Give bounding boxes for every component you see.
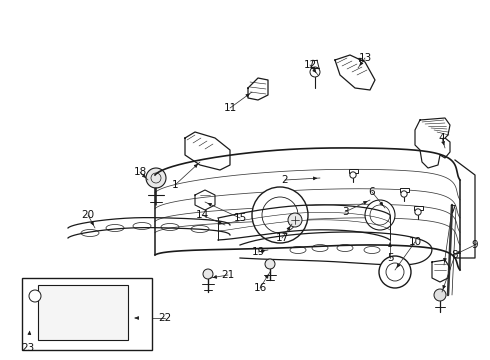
Bar xyxy=(348,168,358,173)
Circle shape xyxy=(265,259,275,269)
Ellipse shape xyxy=(161,224,179,230)
Circle shape xyxy=(146,168,166,188)
Text: 6: 6 xyxy=(368,187,375,197)
Circle shape xyxy=(415,209,421,215)
Text: 4: 4 xyxy=(439,133,445,143)
Circle shape xyxy=(434,289,446,301)
Circle shape xyxy=(29,290,41,302)
Text: 11: 11 xyxy=(223,103,237,113)
Ellipse shape xyxy=(133,222,151,230)
Text: 17: 17 xyxy=(275,233,289,243)
Circle shape xyxy=(365,200,395,230)
Text: 12: 12 xyxy=(303,60,317,70)
Text: 5: 5 xyxy=(387,253,393,263)
Text: 14: 14 xyxy=(196,210,209,220)
Text: 2: 2 xyxy=(282,175,288,185)
Ellipse shape xyxy=(106,225,124,231)
Bar xyxy=(22,278,152,350)
Ellipse shape xyxy=(290,247,306,253)
Text: 7: 7 xyxy=(449,205,455,215)
Bar xyxy=(414,206,422,210)
Text: 22: 22 xyxy=(158,313,172,323)
Circle shape xyxy=(288,213,302,227)
Circle shape xyxy=(401,191,407,197)
Text: 23: 23 xyxy=(22,343,35,353)
Text: 15: 15 xyxy=(233,213,246,223)
Text: 9: 9 xyxy=(472,240,478,250)
Bar xyxy=(399,188,409,192)
Text: 18: 18 xyxy=(133,167,147,177)
Text: 3: 3 xyxy=(342,207,348,217)
Bar xyxy=(38,285,128,340)
Ellipse shape xyxy=(337,244,353,252)
Text: 1: 1 xyxy=(172,180,178,190)
Text: 8: 8 xyxy=(452,250,458,260)
Ellipse shape xyxy=(364,247,380,253)
Text: 19: 19 xyxy=(251,247,265,257)
Circle shape xyxy=(350,172,356,178)
Ellipse shape xyxy=(191,225,209,233)
Circle shape xyxy=(252,187,308,243)
Circle shape xyxy=(203,269,213,279)
Text: 13: 13 xyxy=(358,53,371,63)
Ellipse shape xyxy=(312,244,328,252)
Ellipse shape xyxy=(81,230,99,237)
Text: 20: 20 xyxy=(81,210,95,220)
Circle shape xyxy=(379,256,411,288)
Text: 10: 10 xyxy=(409,237,421,247)
Text: 21: 21 xyxy=(221,270,235,280)
Text: 16: 16 xyxy=(253,283,267,293)
